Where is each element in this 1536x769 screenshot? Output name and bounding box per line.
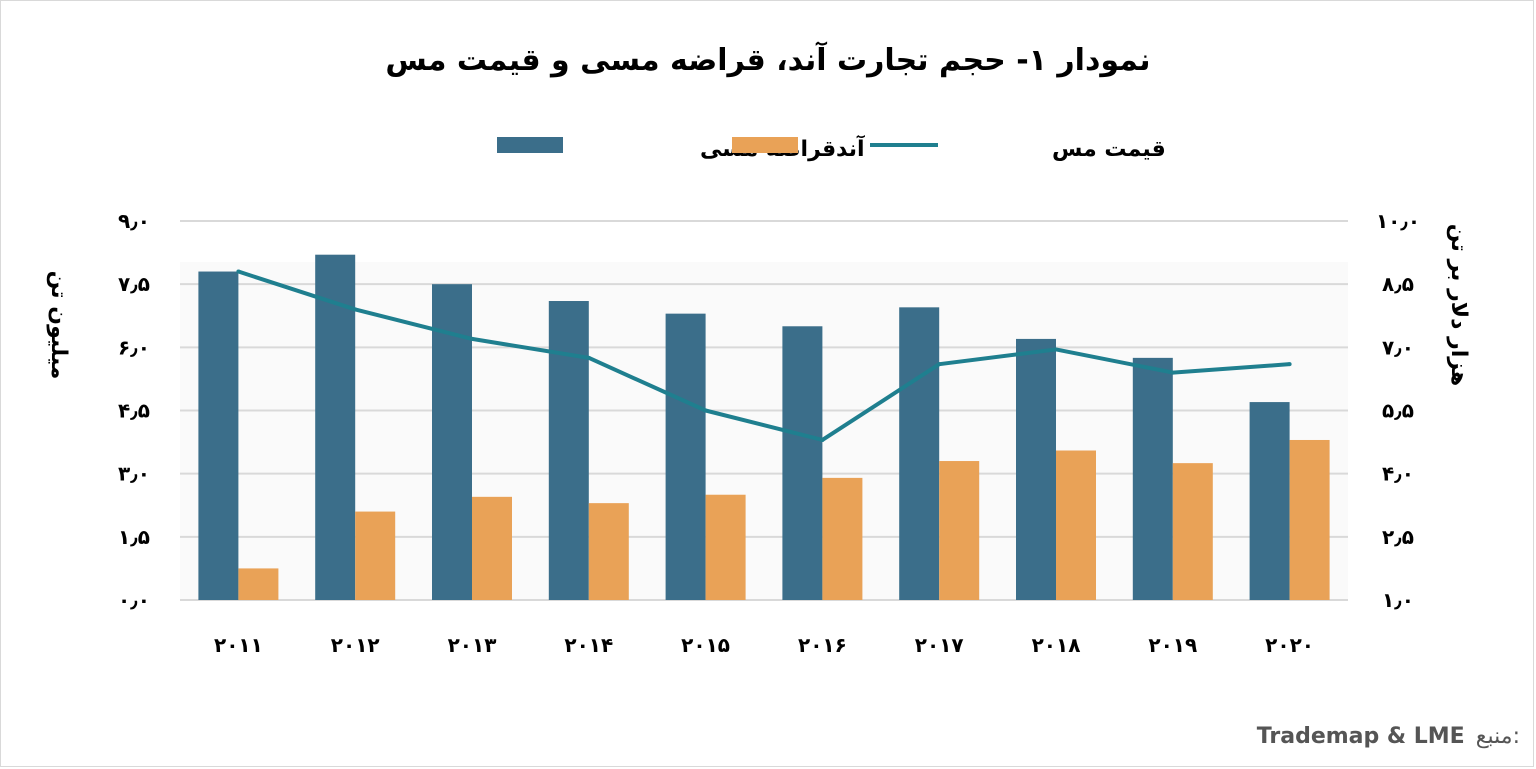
line-point [1054, 347, 1058, 352]
y-tick-left: ۴٫۵ [118, 399, 150, 423]
line-point [586, 355, 591, 360]
bar-anode [238, 568, 279, 600]
line-point [703, 408, 708, 413]
legend-swatch-scrap [497, 137, 563, 153]
bar-anode [822, 477, 863, 600]
bar-scrap [665, 313, 706, 600]
tick-labels: ۰٫۰ ۱٫۰ ۱٫۵ ۲٫۵ ۳٫۰ ۴٫۰ ۴٫۵ ۵٫۵ ۶٫۰ ۷٫۰ ۷٫۵ ۸٫۵ ۹٫۰ ۱… [118, 209, 1420, 657]
y-tick-right: ۸٫۵ [1382, 272, 1414, 296]
bar-anode [705, 494, 746, 600]
line-copper-price [237, 269, 1290, 442]
line-point [1287, 362, 1292, 367]
bar-anode [939, 461, 980, 600]
y-tick-right: ۱۰٫۰ [1376, 209, 1420, 233]
legend-label-price: قیمت مس [1052, 137, 1166, 162]
x-tick: ۲۰۲۰ [1265, 633, 1314, 657]
bar-anode [472, 496, 512, 600]
bar-scrap [548, 301, 589, 600]
line-point [820, 437, 825, 442]
bar-scrap [782, 326, 823, 600]
line-point [470, 336, 474, 341]
x-tick: ۲۰۱۱ [214, 633, 263, 657]
bar-scrap [1016, 338, 1056, 600]
y-tick-left: ۳٫۰ [118, 462, 150, 486]
x-tick: ۲۰۱۴ [564, 633, 613, 657]
y-tick-left: ۶٫۰ [118, 335, 150, 359]
chart-title: نمودار ۱- حجم تجارت آند، قراضه مسی و قیم… [385, 41, 1150, 78]
x-tick: ۲۰۱۲ [331, 633, 380, 657]
line-point [353, 307, 358, 312]
x-tick: ۲۰۱۶ [798, 633, 847, 657]
y-tick-right: ۷٫۰ [1382, 335, 1414, 359]
y-tick-left: ۷٫۵ [118, 272, 150, 296]
y-tick-left: ۱٫۵ [118, 525, 150, 549]
source-value: Trademap & LME [1257, 724, 1465, 749]
source-label: منبع: [1476, 724, 1520, 749]
y-axis-title-left: میلیون تن [46, 271, 71, 380]
bar-scrap [1249, 402, 1290, 600]
y-axis-title-right: هزار دلار بر تن [1446, 224, 1471, 386]
line-point [937, 362, 942, 367]
price-line [236, 269, 1292, 442]
y-tick-right: ۲٫۵ [1382, 525, 1414, 549]
bar-anode [1056, 450, 1096, 600]
x-tick: ۲۰۱۹ [1148, 633, 1197, 657]
y-tick-right: ۵٫۵ [1382, 399, 1414, 423]
source-note: Trademap & LME منبع: [1257, 724, 1520, 749]
y-tick-right: ۱٫۰ [1382, 588, 1414, 612]
line-point [1170, 370, 1175, 375]
x-tick: ۲۰۱۵ [681, 633, 730, 657]
y-tick-right: ۴٫۰ [1382, 462, 1414, 486]
x-tick: ۲۰۱۸ [1032, 633, 1081, 657]
bars [198, 254, 1330, 600]
bar-anode [1289, 439, 1330, 600]
bar-scrap [315, 254, 356, 600]
bar-scrap [899, 307, 940, 600]
bar-anode [1172, 463, 1213, 600]
x-tick: ۲۰۱۳ [448, 633, 497, 657]
bar-scrap [1132, 357, 1173, 600]
legend-label-anode: آند [836, 134, 865, 162]
bar-anode [588, 503, 629, 600]
legend-swatch-anode [732, 137, 798, 153]
bar-anode [355, 511, 396, 600]
y-tick-left: ۹٫۰ [118, 209, 150, 233]
y-tick-left: ۰٫۰ [118, 588, 150, 612]
line-point [236, 269, 241, 274]
legend: قراضه مسی آند قیمت مس [497, 134, 1166, 162]
bar-scrap [198, 271, 239, 600]
x-tick: ۲۰۱۷ [915, 633, 964, 657]
